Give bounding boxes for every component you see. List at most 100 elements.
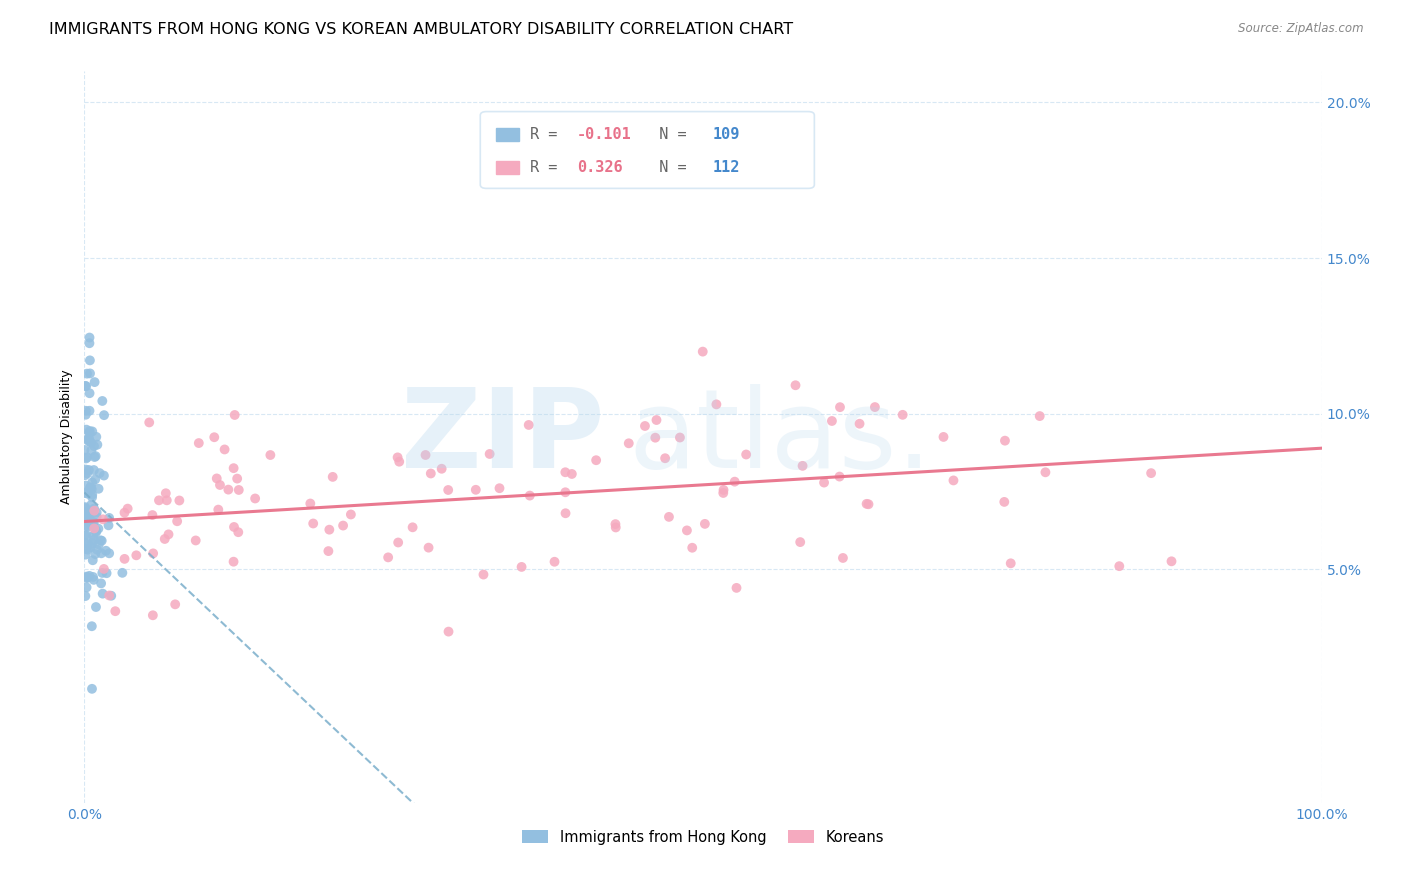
Point bbox=[82, 536, 104, 550]
Point bbox=[75, 589, 97, 603]
Point bbox=[75, 379, 97, 393]
Point bbox=[82, 425, 104, 439]
Point bbox=[79, 353, 101, 368]
Point bbox=[401, 520, 423, 534]
Point bbox=[226, 472, 249, 486]
Point bbox=[813, 475, 835, 490]
Point bbox=[858, 497, 880, 511]
Point bbox=[76, 536, 98, 550]
Point bbox=[993, 495, 1015, 509]
Point bbox=[75, 478, 97, 492]
Point bbox=[82, 515, 104, 529]
Point bbox=[87, 482, 110, 496]
Point bbox=[80, 498, 103, 512]
Point bbox=[90, 576, 112, 591]
Point bbox=[994, 434, 1017, 448]
Point bbox=[79, 481, 101, 495]
Point bbox=[76, 433, 98, 447]
Point bbox=[605, 520, 627, 534]
Text: ZIP: ZIP bbox=[401, 384, 605, 491]
Point bbox=[93, 562, 115, 576]
Point bbox=[153, 532, 176, 546]
Point bbox=[205, 471, 228, 485]
Point bbox=[543, 555, 565, 569]
Point bbox=[155, 486, 177, 500]
Point bbox=[83, 573, 105, 587]
Text: N =: N = bbox=[641, 160, 696, 175]
Point bbox=[76, 518, 98, 533]
Point bbox=[554, 506, 576, 520]
Point bbox=[942, 474, 965, 488]
Point bbox=[75, 512, 97, 526]
Point bbox=[73, 508, 96, 522]
Point bbox=[713, 483, 735, 497]
Point bbox=[87, 522, 110, 536]
Point bbox=[724, 475, 747, 489]
Point bbox=[84, 449, 107, 463]
Point bbox=[706, 397, 728, 411]
Point bbox=[832, 551, 855, 566]
Point bbox=[79, 425, 101, 440]
Point bbox=[86, 438, 108, 452]
Point bbox=[75, 408, 97, 422]
Point bbox=[83, 533, 105, 547]
Point bbox=[585, 453, 607, 467]
Point bbox=[84, 430, 107, 444]
Y-axis label: Ambulatory Disability: Ambulatory Disability bbox=[60, 370, 73, 504]
Point bbox=[83, 521, 105, 535]
Point bbox=[187, 436, 209, 450]
Point bbox=[676, 524, 699, 538]
Point bbox=[554, 465, 576, 479]
Point bbox=[73, 536, 96, 550]
Point bbox=[169, 493, 191, 508]
Point bbox=[76, 467, 98, 481]
Point bbox=[98, 589, 121, 603]
Point bbox=[415, 448, 437, 462]
Point bbox=[430, 462, 453, 476]
Point bbox=[387, 450, 409, 465]
Point bbox=[1108, 559, 1130, 574]
Point bbox=[86, 509, 108, 524]
Point bbox=[789, 535, 811, 549]
Point bbox=[84, 472, 107, 486]
Point bbox=[792, 458, 814, 473]
Point bbox=[377, 550, 399, 565]
Point bbox=[519, 489, 541, 503]
Point bbox=[735, 448, 758, 462]
Bar bbox=[496, 161, 519, 174]
Point bbox=[83, 375, 105, 389]
Point bbox=[97, 518, 120, 533]
Point bbox=[157, 527, 180, 541]
Point bbox=[79, 569, 101, 583]
Text: 109: 109 bbox=[713, 128, 741, 142]
Point bbox=[1000, 557, 1022, 571]
Point bbox=[340, 508, 363, 522]
Point bbox=[90, 533, 112, 548]
Point bbox=[222, 520, 245, 534]
Point bbox=[89, 466, 111, 480]
Point bbox=[80, 443, 103, 458]
Point bbox=[91, 587, 114, 601]
Point bbox=[77, 463, 100, 477]
Point bbox=[79, 517, 101, 532]
Text: atlas.: atlas. bbox=[628, 384, 932, 491]
Point bbox=[83, 504, 105, 518]
Point bbox=[437, 624, 460, 639]
Point bbox=[472, 567, 495, 582]
Point bbox=[76, 569, 98, 583]
Point bbox=[1035, 465, 1057, 479]
Point bbox=[243, 491, 266, 506]
Point bbox=[821, 414, 844, 428]
Point bbox=[76, 450, 98, 465]
Text: -0.101: -0.101 bbox=[576, 128, 631, 142]
Point bbox=[226, 525, 249, 540]
Point bbox=[79, 386, 101, 401]
Point bbox=[725, 581, 748, 595]
Point bbox=[104, 604, 127, 618]
Point bbox=[302, 516, 325, 531]
Point bbox=[93, 408, 115, 422]
Point bbox=[77, 519, 100, 533]
Point bbox=[259, 448, 281, 462]
Point bbox=[207, 502, 229, 516]
Point bbox=[75, 508, 97, 522]
